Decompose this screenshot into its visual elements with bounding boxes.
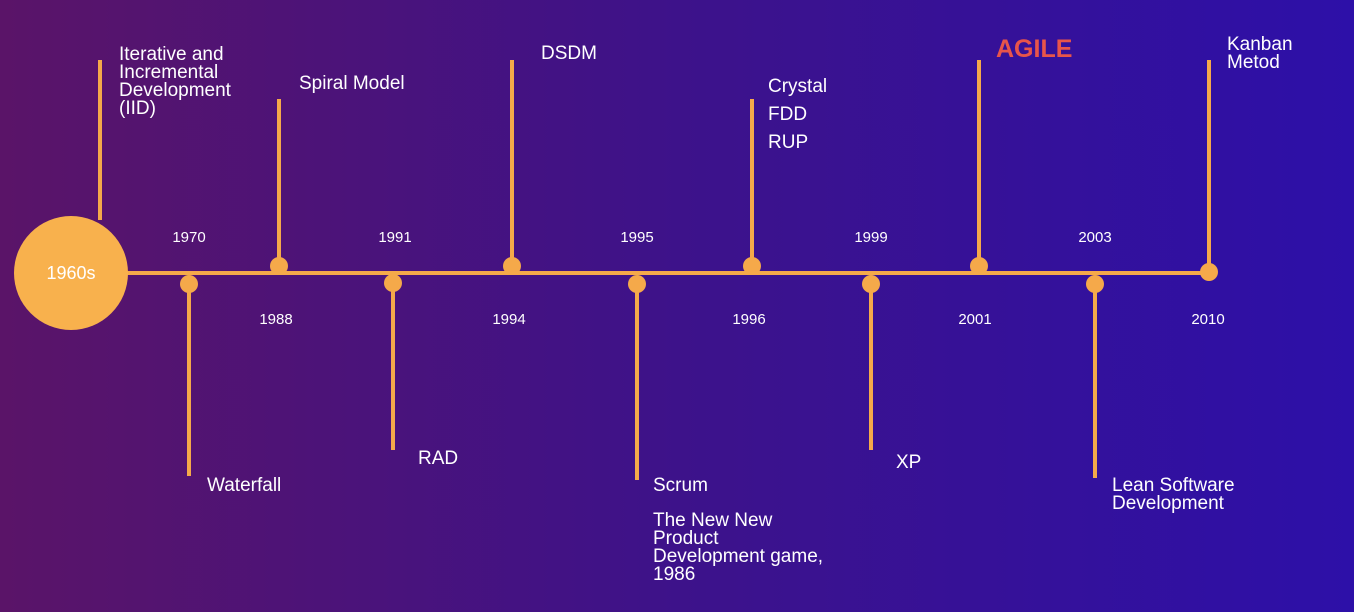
kanban-stem	[1207, 60, 1211, 270]
dsdm-stem	[510, 60, 514, 265]
start-node: 1960s	[14, 216, 128, 330]
marker-2001	[970, 257, 988, 275]
waterfall-label: Waterfall	[207, 475, 282, 496]
year-1991: 1991	[378, 229, 412, 246]
xp-stem	[869, 283, 873, 450]
dsdm-label: DSDM	[541, 43, 597, 64]
year-1988: 1988	[259, 311, 293, 328]
timeline-axis	[70, 271, 1210, 275]
year-2001: 2001	[958, 311, 992, 328]
rad-label: RAD	[418, 448, 459, 469]
agile-label: AGILE	[996, 35, 1073, 63]
year-2010: 2010	[1191, 311, 1225, 328]
crystal-stem	[750, 99, 754, 265]
xp-label: XP	[896, 452, 922, 473]
crystal-fdd-rup-label: Crystal FDD RUP	[768, 76, 828, 153]
scrum-stem	[635, 283, 639, 480]
waterfall-stem	[187, 283, 191, 476]
lean-stem	[1093, 283, 1097, 478]
scrum-label: Scrum	[653, 475, 708, 496]
start-label: 1960s	[46, 262, 96, 283]
lean-label: Lean Software Development	[1112, 475, 1235, 514]
year-2003: 2003	[1078, 229, 1112, 246]
marker-2010	[1200, 263, 1218, 281]
year-1999: 1999	[854, 229, 888, 246]
spiral-stem	[277, 99, 281, 265]
spiral-label: Spiral Model	[299, 73, 405, 94]
year-1995: 1995	[620, 229, 654, 246]
iid-stem	[98, 60, 102, 220]
kanban-label: Kanban Metod	[1227, 34, 1293, 73]
rad-stem	[391, 282, 395, 450]
marker-1988	[270, 257, 288, 275]
iid-label: Iterative and Incremental Development (I…	[119, 44, 231, 119]
year-1970: 1970	[172, 229, 206, 246]
marker-1994	[503, 257, 521, 275]
marker-1996	[743, 257, 761, 275]
year-1996: 1996	[732, 311, 766, 328]
new-product-game-label: The New New Product Development game, 19…	[653, 510, 824, 585]
year-1994: 1994	[492, 311, 526, 328]
agile-stem	[977, 60, 981, 265]
